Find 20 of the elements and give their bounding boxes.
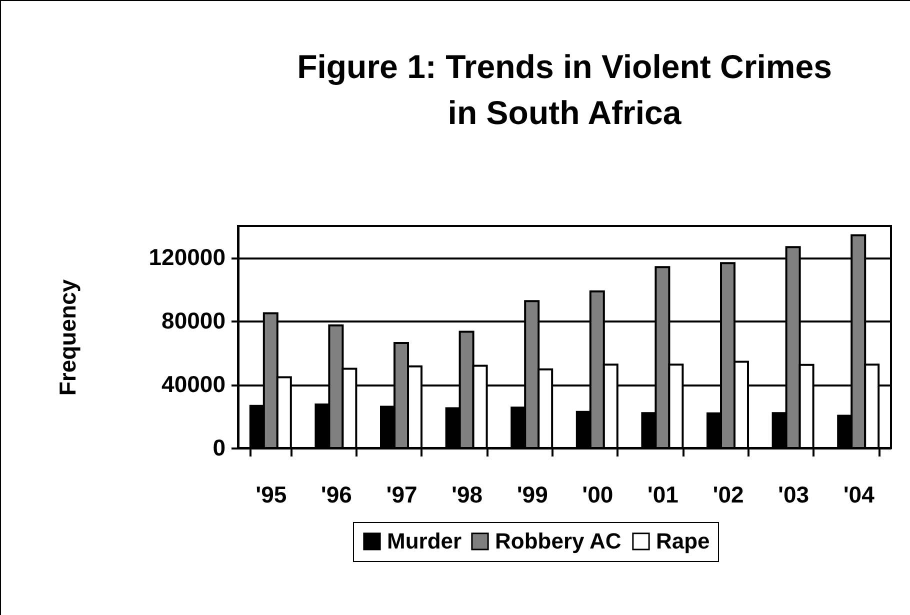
x-tick-label: '96 — [320, 482, 352, 508]
y-axis-title: Frequency — [54, 279, 80, 396]
y-tick-label: 80000 — [162, 308, 226, 334]
x-tick-label: '00 — [582, 482, 614, 508]
legend-label: Murder — [387, 528, 462, 554]
x-tick-label: '03 — [778, 482, 810, 508]
x-tick-label: '04 — [843, 482, 875, 508]
text: Figure 1: Trends in Violent Crimes — [297, 48, 832, 85]
x-tick-label: '02 — [712, 482, 744, 508]
x-tick-label: '95 — [256, 482, 287, 508]
y-tick-label: 120000 — [148, 244, 226, 270]
legend-label: Rape — [656, 528, 710, 554]
y-tick-label: 0 — [212, 434, 226, 460]
x-tick-label: '01 — [647, 482, 679, 508]
text: in South Africa — [448, 94, 682, 131]
y-tick-label: 40000 — [162, 371, 226, 398]
x-tick-label: '98 — [452, 482, 483, 508]
legend-label: Robbery AC — [495, 528, 622, 554]
x-tick-label: '99 — [516, 482, 548, 508]
x-tick-label: '97 — [386, 482, 418, 508]
